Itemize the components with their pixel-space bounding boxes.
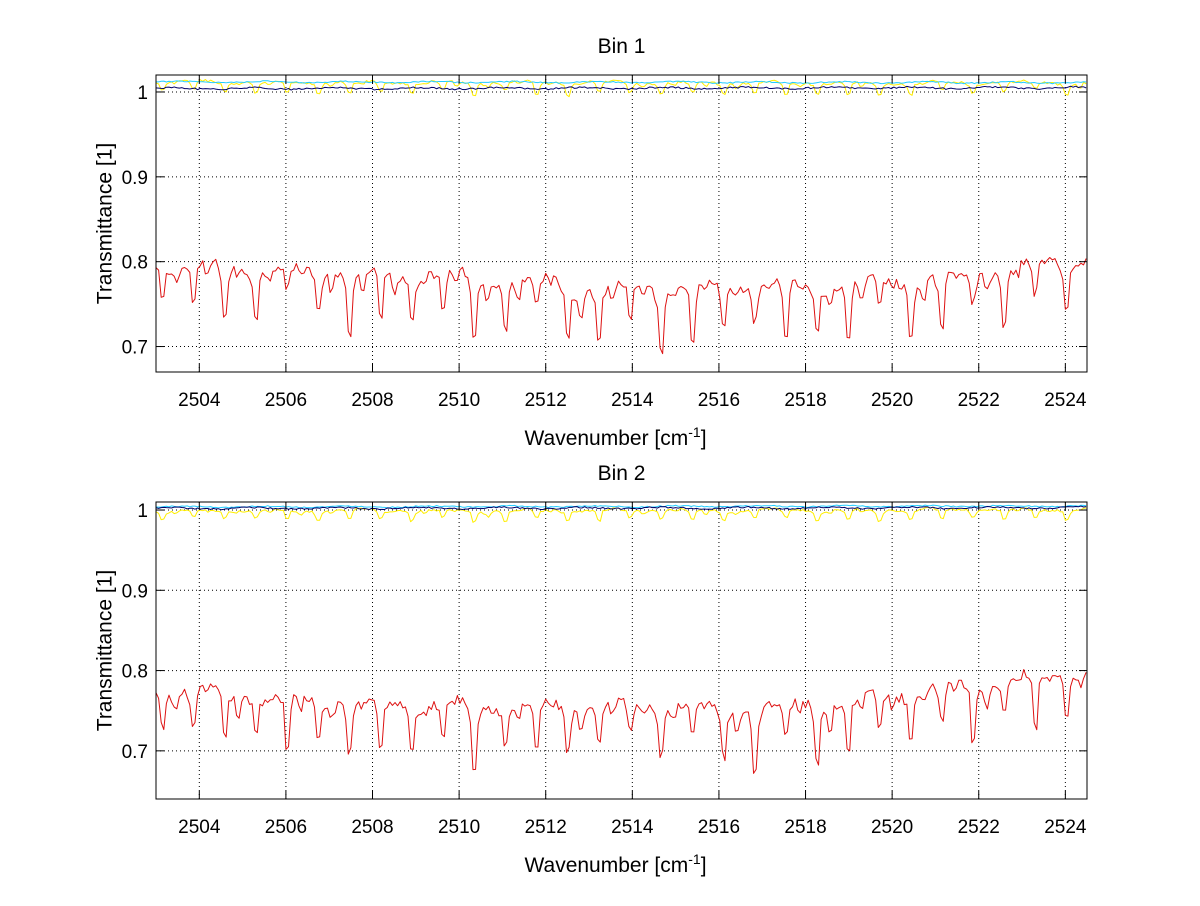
tick-layer: 2504 2506 2508 2510 2512 2514 2516 2518 2520 2522… (122, 501, 1087, 838)
grid-layer (156, 502, 1087, 799)
y-tick-label: 0.8 (122, 253, 148, 274)
x-tick-label: 2522 (958, 817, 1000, 838)
x-axis-label: Wavenumber [cm-1] (524, 851, 706, 877)
y-tick-label: 0.7 (122, 338, 148, 359)
y-tick-label: 0.9 (122, 168, 148, 189)
x-tick-label: 2510 (438, 390, 480, 411)
series-line-0 (156, 257, 1087, 355)
x-tick-label: 2520 (871, 817, 913, 838)
x-tick-label: 2522 (958, 390, 1000, 411)
series-line-2 (156, 80, 1087, 85)
panel-bin-2: 2504 2506 2508 2510 2512 2514 2516 2518 2520 2522… (93, 462, 1088, 877)
x-tick-label: 2504 (178, 817, 221, 838)
y-tick-label: 0.8 (122, 662, 148, 683)
x-tick-label: 2516 (698, 390, 740, 411)
x-tick-label: 2512 (525, 390, 567, 411)
y-tick-label: 1 (137, 83, 148, 104)
x-tick-label: 2506 (265, 390, 307, 411)
x-axis-label: Wavenumber [cm-1] (524, 424, 706, 450)
series-line-0 (156, 668, 1087, 774)
x-tick-label: 2504 (178, 390, 221, 411)
plot-area-frame (155, 501, 1088, 800)
plot-area-frame (155, 74, 1088, 373)
chart-title: Bin 2 (598, 462, 646, 485)
x-tick-label: 2512 (525, 817, 567, 838)
grid-layer (156, 75, 1087, 372)
x-tick-label: 2514 (611, 817, 654, 838)
x-tick-label: 2514 (611, 390, 654, 411)
y-tick-label: 0.9 (122, 581, 148, 602)
y-tick-label: 1 (137, 501, 148, 522)
series-line-1 (156, 79, 1087, 98)
y-tick-label: 0.7 (122, 742, 148, 763)
y-axis-label: Transmittance [1] (93, 570, 116, 731)
tick-layer: 2504 2506 2508 2510 2512 2514 2516 2518 2520 2522… (122, 75, 1087, 411)
x-tick-label: 2516 (698, 817, 740, 838)
x-tick-label: 2506 (265, 817, 307, 838)
series-layer (156, 79, 1087, 355)
y-axis-label: Transmittance [1] (93, 143, 116, 304)
x-tick-label: 2524 (1044, 817, 1087, 838)
x-tick-label: 2524 (1044, 390, 1087, 411)
chart-title: Bin 1 (598, 35, 646, 58)
x-tick-label: 2510 (438, 817, 480, 838)
x-tick-label: 2508 (351, 817, 393, 838)
series-line-3 (156, 85, 1087, 91)
panel-bin-1: 2504 2506 2508 2510 2512 2514 2516 2518 2520 2522… (93, 35, 1088, 450)
series-line-3 (156, 505, 1087, 511)
x-tick-label: 2520 (871, 390, 913, 411)
series-layer (156, 504, 1087, 774)
x-tick-label: 2518 (784, 390, 826, 411)
x-tick-label: 2518 (784, 817, 826, 838)
series-line-2 (156, 504, 1087, 509)
x-tick-label: 2508 (351, 390, 393, 411)
